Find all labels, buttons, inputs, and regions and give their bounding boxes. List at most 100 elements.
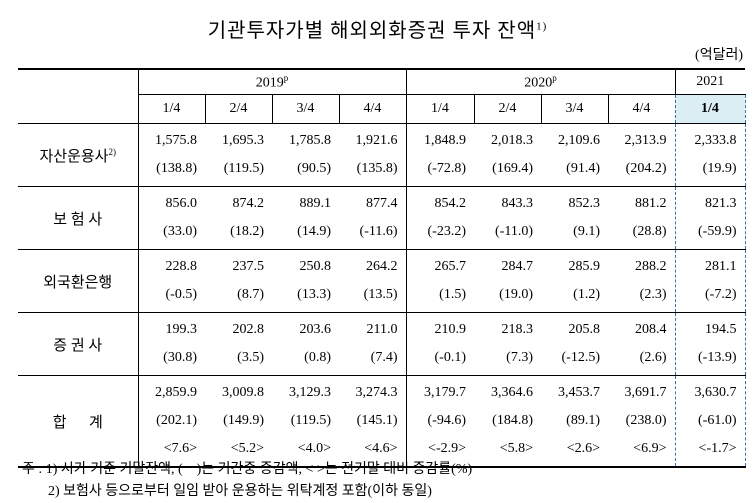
value: 202.8 (232, 322, 265, 337)
title-text: 기관투자가별 해외외화증권 투자 잔액 (207, 20, 537, 42)
value: 881.2 (635, 196, 667, 211)
value: 211.0 (366, 322, 398, 337)
row-label-text: 보 험 사 (53, 211, 103, 228)
cell: 237.5 (8.7) (205, 249, 272, 313)
value: 237.5 (232, 259, 265, 274)
value: 3,009.8 (222, 385, 264, 400)
value: 3,274.3 (355, 385, 398, 400)
cell: 1,695.3 (119.5) (205, 123, 272, 187)
value: (91.4) (566, 161, 600, 176)
cell: 285.9 (1.2) (541, 249, 608, 313)
value: <7.6> (163, 441, 197, 456)
value: (119.5) (223, 161, 264, 176)
value: <2.6> (566, 441, 600, 456)
value: 2,109.6 (558, 133, 600, 148)
value: (19.9) (702, 161, 737, 176)
cell: 265.7 (1.5) (405, 249, 474, 313)
year: 2021 (696, 74, 725, 89)
value: 843.3 (501, 196, 534, 211)
value: 3,129.3 (289, 385, 331, 400)
value: 205.8 (568, 322, 601, 337)
value: 1,848.9 (424, 133, 466, 148)
row-label: 합 계 (18, 375, 139, 468)
cell: 3,129.3 (119.5) <4.0> (272, 375, 339, 468)
value: (18.2) (230, 224, 264, 239)
value: (-0.5) (165, 287, 198, 302)
value: 210.9 (434, 322, 467, 337)
value: <-1.7> (698, 441, 737, 456)
value: (-61.0) (698, 413, 737, 428)
value: 2,333.8 (694, 133, 737, 148)
value: 1,575.8 (155, 133, 197, 148)
data-row: 보 험 사 856.0 (33.0) 874.2 (18.2) 889.1 (14.9) 87… (18, 186, 746, 250)
value: (238.0) (625, 413, 667, 428)
value: (-11.0) (495, 224, 533, 239)
note: 주 : 1) 시가 기준 기말잔액, ( )는 기간중 증감액, < >는 전기… (22, 462, 473, 477)
value: 1,695.3 (222, 133, 264, 148)
data-row: 합 계 2,859.9 (202.1) <7.6> 3,009.8 (149.9) <5.2… (18, 375, 746, 468)
value: (30.8) (163, 350, 197, 365)
corner (18, 68, 139, 124)
value: 3,630.7 (694, 385, 737, 400)
value: 218.3 (501, 322, 534, 337)
value: 877.4 (366, 196, 398, 211)
value: 854.2 (434, 196, 467, 211)
cell: 2,859.9 (202.1) <7.6> (137, 375, 205, 468)
cell: 284.7 (19.0) (474, 249, 541, 313)
value: (9.1) (573, 224, 600, 239)
value: 889.1 (299, 196, 332, 211)
cell: 3,274.3 (145.1) <4.6> (339, 375, 406, 468)
cell: 2,109.6 (91.4) (541, 123, 608, 187)
value: 208.4 (635, 322, 667, 337)
value: (1.5) (439, 287, 466, 302)
cell: 205.8 (-12.5) (541, 312, 608, 376)
value: (204.2) (625, 161, 667, 176)
quarter: 3/4 (271, 94, 339, 124)
value: (169.4) (492, 161, 533, 176)
year: 2019 (255, 75, 284, 91)
value: 3,691.7 (624, 385, 667, 400)
value: 228.8 (165, 259, 198, 274)
value: (149.9) (223, 413, 264, 428)
row-label-text: 증 권 사 (53, 337, 103, 354)
value: (14.9) (297, 224, 331, 239)
cell: 843.3 (-11.0) (474, 186, 541, 250)
cell: 1,575.8 (138.8) (137, 123, 205, 187)
row-label: 보 험 사 (18, 186, 139, 250)
year-cell: 2019p (137, 68, 406, 95)
cell: 2,018.3 (169.4) (474, 123, 541, 187)
cell: 194.5 (-13.9) (674, 312, 746, 376)
cell: 199.3 (30.8) (137, 312, 205, 376)
value: (145.1) (356, 413, 398, 428)
value: 194.5 (705, 322, 737, 337)
data-row: 외국환은행 228.8 (-0.5) 237.5 (8.7) 250.8 (13.3) 264… (18, 249, 746, 313)
row-note: 2) (108, 146, 117, 157)
value: (3.5) (237, 350, 264, 365)
title-note: 1) (536, 20, 548, 33)
cell: 208.4 (2.6) (608, 312, 675, 376)
cell: 852.3 (9.1) (541, 186, 608, 250)
year: 2020 (524, 75, 553, 91)
quarter: 4/4 (338, 94, 406, 124)
value: 2,859.9 (155, 385, 197, 400)
value: (8.7) (237, 287, 264, 302)
value: 265.7 (434, 259, 467, 274)
value: 3,453.7 (558, 385, 600, 400)
cell: 856.0 (33.0) (137, 186, 205, 250)
value: 199.3 (165, 322, 198, 337)
cell: 1,921.6 (135.8) (339, 123, 406, 187)
quarter: 3/4 (540, 94, 608, 124)
value: <5.2> (230, 441, 264, 456)
row-label: 외국환은행 (18, 249, 139, 313)
data-row: 증 권 사 199.3 (30.8) 202.8 (3.5) 203.6 (0.8) 211.… (18, 312, 746, 376)
value: 821.3 (705, 196, 737, 211)
value: <-2.9> (428, 441, 466, 456)
value: 203.6 (299, 322, 332, 337)
cell: 2,333.8 (19.9) (674, 123, 746, 187)
cell: 3,009.8 (149.9) <5.2> (205, 375, 272, 468)
value: (89.1) (566, 413, 600, 428)
value: 288.2 (635, 259, 667, 274)
cell: 210.9 (-0.1) (405, 312, 474, 376)
value: 285.9 (568, 259, 601, 274)
value: (7.4) (370, 350, 398, 365)
